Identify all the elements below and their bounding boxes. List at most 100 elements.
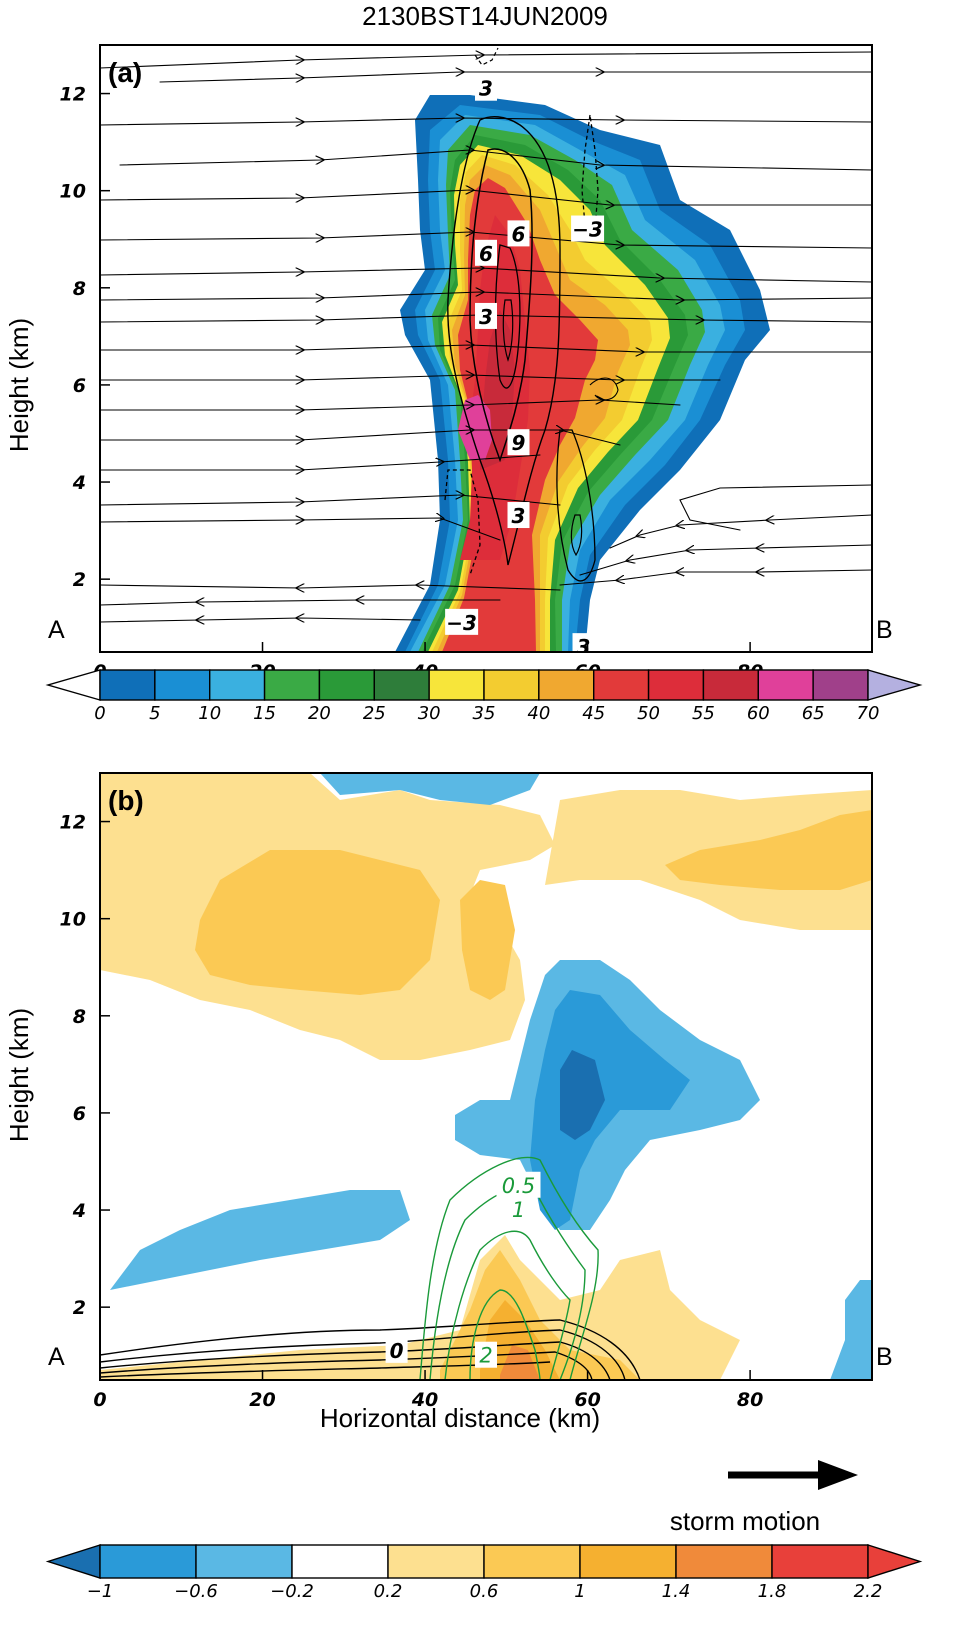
- colorbar-b-segment: [483, 1544, 581, 1579]
- colorbar-a-extend-low: [45, 669, 101, 701]
- colorbar-a-segment: [812, 669, 869, 701]
- svg-text:9: 9: [512, 431, 526, 455]
- panel-a-ytick-label: 6: [73, 375, 86, 397]
- panel-b-xtick-label: 20: [249, 1389, 275, 1411]
- colorbar-a-segment: [373, 669, 430, 701]
- colorbar-b-segment: [387, 1544, 485, 1579]
- panel-a-ytick-label: 4: [72, 472, 86, 494]
- panel-b-ytick-label: 10: [60, 909, 86, 931]
- colorbar-a-segment: [538, 669, 595, 701]
- svg-text:0.5: 0.5: [502, 1174, 535, 1198]
- storm-motion-label: storm motion: [670, 1506, 820, 1536]
- panel-b-contour-labels: 0 0.51 2: [385, 1171, 541, 1368]
- colorbar-b-segment: [771, 1544, 869, 1579]
- streamlines: [100, 52, 872, 622]
- colorbar-a-segment: [702, 669, 759, 701]
- panel-a-colorbar: 0 5 10 15 20 25 30 35 40 45 50 55 60 65 70: [45, 669, 923, 724]
- svg-text:6: 6: [479, 242, 493, 266]
- colorbar-a-segment: [318, 669, 375, 701]
- contour-label: −3: [571, 215, 605, 242]
- contour-label: 1: [507, 1196, 530, 1223]
- panel-b-ytick-label: 6: [73, 1103, 86, 1125]
- panel-b-endpoint-a: A: [48, 1343, 65, 1371]
- colorbar-a-tick-label: 25: [363, 703, 386, 724]
- panel-a-ytick-label: 12: [60, 84, 86, 106]
- panel-b-xtick-label: 0: [93, 1389, 106, 1411]
- colorbar-a-segment: [647, 669, 705, 701]
- contour-label: 3: [572, 633, 595, 652]
- panel-a-contour-labels: 3 66 3 9 3 −3 −3 3: [445, 74, 605, 652]
- svg-text:6: 6: [512, 222, 526, 246]
- colorbar-b-tick-label: −0.6: [174, 1581, 218, 1602]
- contour-label: 3: [475, 74, 497, 101]
- colorbar-a-tick-label: 50: [637, 703, 660, 724]
- colorbar-a-tick-label: 30: [418, 703, 441, 724]
- contour-label: 0.5: [496, 1171, 541, 1198]
- contour-label: 6: [475, 239, 497, 266]
- colorbar-a-tick-label: 65: [802, 703, 825, 724]
- colorbar-a-segment: [428, 669, 485, 701]
- colorbar-a-segment: [154, 669, 211, 701]
- panel-b-xtick-label: 40: [411, 1389, 438, 1411]
- colorbar-b-tick-label: 1: [574, 1581, 585, 1602]
- panel-b-xlabel: Horizontal distance (km): [320, 1403, 600, 1433]
- colorbar-b-tick-label: 1.4: [662, 1581, 691, 1602]
- panel-a-label: (a): [108, 57, 142, 88]
- svg-text:3: 3: [479, 77, 493, 101]
- panel-a-frame: [99, 44, 873, 653]
- panel-b-endpoint-b: B: [876, 1343, 893, 1371]
- colorbar-b-tick-label: 0.6: [470, 1581, 499, 1602]
- svg-text:3: 3: [479, 305, 493, 329]
- colorbar-a-tick-label: 45: [582, 703, 605, 724]
- colorbar-a-segment: [209, 669, 266, 701]
- figure-title: 2130BST14JUN2009: [362, 1, 608, 31]
- panel-b-colorbar: −1 −0.6 −0.2 0.2 0.6 1 1.4 1.8 2.2: [45, 1544, 923, 1602]
- colorbar-a-segment: [757, 669, 814, 701]
- panel-b-ylabel: Height (km): [4, 1008, 34, 1142]
- svg-text:2: 2: [479, 1344, 492, 1368]
- colorbar-b-extend-high: [867, 1544, 923, 1579]
- panel-b-ytick-label: 12: [60, 812, 86, 834]
- colorbar-a-tick-label: 40: [527, 703, 550, 724]
- colorbar-a-tick-label: 5: [149, 703, 160, 724]
- panel-b-frame: [99, 772, 873, 1381]
- colorbar-b-segment: [195, 1544, 293, 1579]
- panel-b-xtick-label: 80: [737, 1389, 763, 1411]
- panel-b-label: (b): [108, 785, 144, 816]
- colorbar-a-tick-label: 20: [308, 703, 331, 724]
- panel-b-ytick-label: 4: [72, 1200, 86, 1222]
- colorbar-b-segment: [99, 1544, 197, 1579]
- contour-label: 9: [507, 429, 530, 456]
- svg-text:−3: −3: [572, 218, 603, 242]
- panel-a-ylabel: Height (km): [4, 318, 34, 452]
- panel-a-endpoint-a: A: [48, 616, 65, 644]
- colorbar-b-tick-label: 0.2: [374, 1581, 403, 1602]
- colorbar-a-tick-label: 10: [198, 703, 221, 724]
- svg-text:1: 1: [512, 1198, 525, 1222]
- colorbar-b-tick-label: −0.2: [270, 1581, 314, 1602]
- colorbar-a-extend-high: [867, 669, 923, 701]
- colorbar-b-tick-label: −1: [87, 1581, 114, 1602]
- panel-a-endpoint-b: B: [876, 616, 893, 644]
- colorbar-b-segment: [579, 1544, 677, 1579]
- colorbar-b-segment: [675, 1544, 773, 1579]
- svg-text:0: 0: [390, 1339, 404, 1363]
- svg-text:3: 3: [512, 504, 526, 528]
- colorbar-a-tick-label: 70: [857, 703, 880, 724]
- panel-b-xtick-label: 60: [574, 1389, 600, 1411]
- contour-label: 3: [475, 302, 497, 329]
- colorbar-a-tick-label: 15: [253, 703, 276, 724]
- svg-text:−3: −3: [446, 611, 477, 635]
- storm-motion-arrow: [728, 1460, 858, 1490]
- contour-label: 2: [475, 1341, 497, 1368]
- colorbar-a-segment: [263, 669, 321, 701]
- colorbar-a-segment: [483, 669, 540, 701]
- panel-a-ytick-label: 10: [60, 181, 86, 203]
- contour-label: 0: [385, 1336, 408, 1363]
- colorbar-a-tick-label: 0: [94, 703, 105, 724]
- contour-label: 3: [507, 502, 530, 529]
